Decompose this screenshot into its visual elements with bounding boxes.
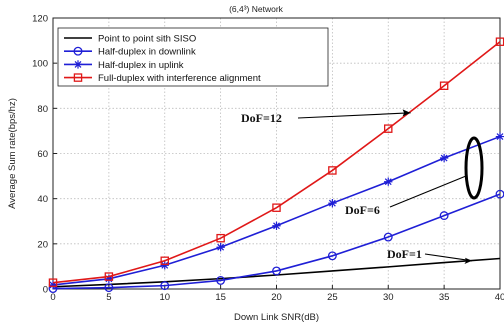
data-point-square [48,278,58,287]
data-point-star [495,132,504,141]
x-tick-label: 10 [159,292,170,303]
x-tick-label: 35 [439,292,450,303]
legend-entry-label: Full-duplex with interference alignment [98,73,261,84]
x-tick-label: 30 [383,292,394,303]
data-point-square [272,203,281,212]
series-lines [48,37,504,293]
chart-title: (6,4³) Network [229,4,284,14]
y-tick-label: 20 [37,239,48,250]
series-line [52,193,501,290]
annotation-label: DoF=1 [387,247,422,261]
legend-entry-label: Point to point sith SISO [98,34,196,45]
y-tick-label: 120 [32,14,48,25]
data-point-star [160,261,169,270]
y-tick-label: 80 [37,104,48,115]
legend-box [57,27,329,87]
arrowhead [464,257,473,264]
data-point-circle [216,275,226,285]
data-point-star [48,280,58,290]
series-line [52,41,501,284]
data-point-star [73,60,83,69]
x-tick-label: 20 [271,292,282,303]
data-point-circle [439,211,449,221]
data-point-square [73,73,83,82]
data-point-star [104,274,114,284]
y-tick-label: 0 [43,285,48,296]
annotation-arrow [424,253,473,262]
legend-entry-label: Half-duplex in uplink [98,60,184,71]
y-tick-label: 60 [37,149,48,160]
y-axis-label: Average Sum rate(bps/hz) [7,98,18,209]
highlight-ellipse [464,136,484,200]
annotation-arrow [297,112,411,119]
annotation-label: DoF=6 [345,203,380,217]
data-point-star [439,153,449,163]
data-point-square [104,272,114,281]
data-point-square [383,124,393,133]
annotations: DoF=12 DoF=6 DoF=1 [241,109,484,264]
axis-ticks: 0 5 10 15 20 25 30 35 40 0 20 40 60 80 100 120 [32,14,504,304]
data-point-star [384,177,393,186]
arrowhead [402,109,411,117]
data-point-square [160,256,169,266]
data-point-square [216,233,225,243]
x-tick-label: 25 [327,292,338,303]
x-tick-label: 5 [106,292,111,303]
x-tick-label: 15 [215,292,226,303]
legend: Point to point sith SISO Half-duplex in d… [57,27,329,87]
data-point-star [272,221,281,230]
data-point-circle [104,283,114,293]
data-point-circle [327,251,337,261]
x-axis-label: Down Link SNR(dB) [234,312,319,323]
data-point-circle [272,266,281,276]
x-tick-label: 40 [495,292,504,303]
data-point-circle [73,46,83,56]
x-tick-label: 0 [50,292,55,303]
data-point-star [216,243,225,252]
y-tick-label: 40 [37,194,48,205]
data-point-circle [383,232,393,242]
y-tick-label: 100 [32,59,48,70]
data-point-square [439,81,449,91]
annotation-label: DoF=12 [241,111,282,125]
data-point-circle [160,281,170,291]
annotation-arrow [389,175,467,208]
data-point-square [328,166,337,175]
legend-entry-label: Half-duplex in downlink [98,47,196,58]
data-point-star [328,198,337,208]
